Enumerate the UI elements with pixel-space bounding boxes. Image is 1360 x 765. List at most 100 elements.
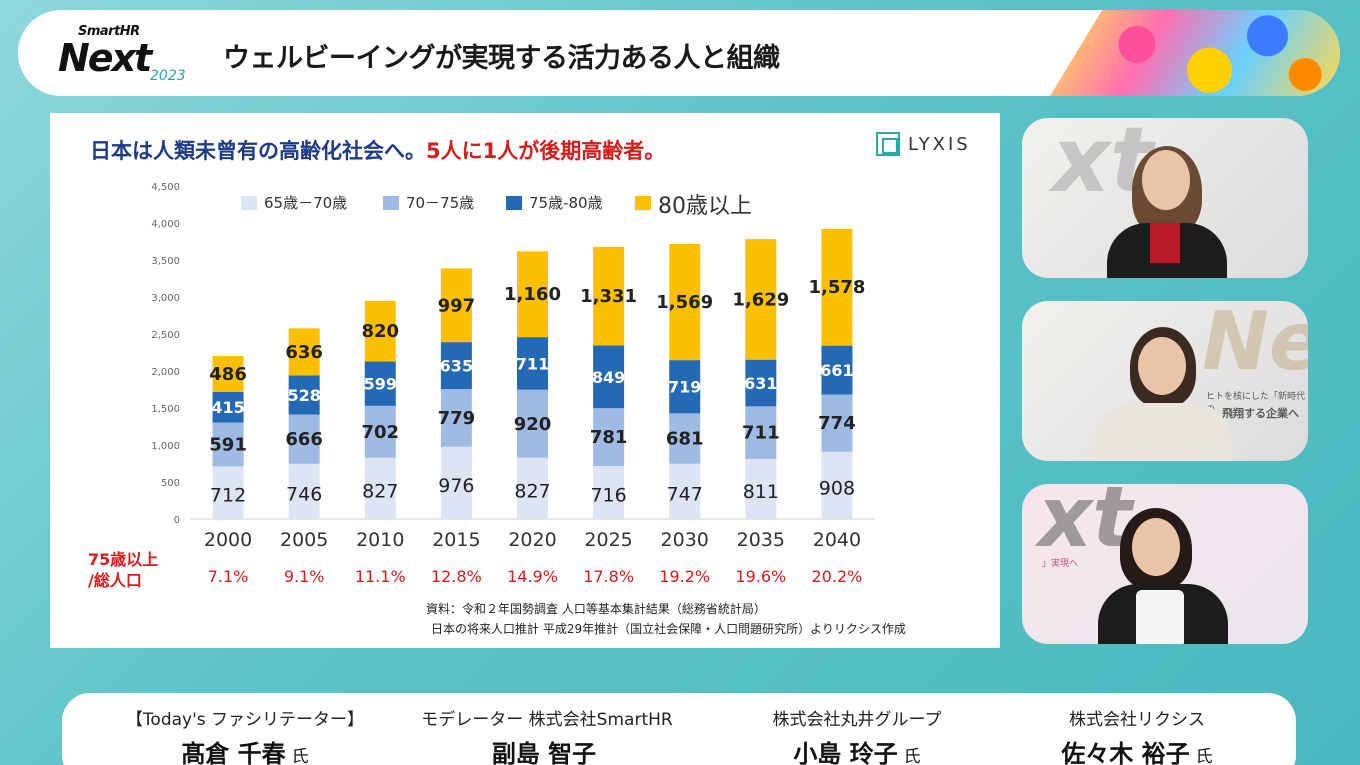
y-tick-label: 3,500 bbox=[151, 256, 180, 267]
ratio-value: 17.8% bbox=[583, 567, 634, 586]
y-tick-label: 2,000 bbox=[151, 367, 180, 378]
slide-title: 日本は人類未曾有の高齢化社会へ。5人に1人が後期高齢者。 bbox=[90, 135, 665, 165]
event-logo: SmartHR Next 2023 bbox=[58, 24, 198, 90]
bar-segment bbox=[745, 458, 777, 519]
ratio-value: 14.9% bbox=[507, 567, 558, 586]
bar-segment bbox=[593, 345, 625, 409]
bar-segment bbox=[440, 389, 472, 447]
data-label: 1,629 bbox=[732, 289, 789, 310]
legend-swatch bbox=[506, 196, 522, 210]
logo-word: Next bbox=[58, 36, 152, 80]
presentation-slide: 0 500 1,000 1,500 2,000 2,500 3,000 3,500 4,000 4… bbox=[50, 113, 1000, 648]
data-label: 666 bbox=[285, 429, 323, 450]
data-label: 976 bbox=[438, 475, 474, 497]
bar-segment bbox=[288, 414, 320, 464]
bar-segment bbox=[821, 228, 853, 346]
speaker-role: 株式会社リクシス bbox=[1069, 710, 1205, 730]
logo-brand: SmartHR bbox=[78, 24, 140, 39]
bar-segment bbox=[517, 337, 548, 390]
source-line-1: 資料：令和２年国勢調査 人口等基本集計結果（総務省統計局） bbox=[426, 602, 766, 616]
data-label: 1,331 bbox=[580, 286, 637, 307]
data-label: 591 bbox=[209, 434, 247, 455]
ratio-label-line1: 75歳以上 bbox=[88, 550, 159, 569]
speaker-card-4: 株式会社リクシス 佐々木 裕子氏 bbox=[1002, 705, 1272, 765]
header-bar: SmartHR Next 2023 ウェルビーイングが実現する活力ある人と組織 bbox=[18, 10, 1340, 96]
data-label: 636 bbox=[285, 342, 323, 363]
speaker-card-1: 【Today's ファシリテーター】 髙倉 千春氏 bbox=[90, 705, 400, 765]
data-label: 528 bbox=[287, 386, 320, 405]
slide-title-red: 5人に1人が後期高齢者。 bbox=[426, 139, 666, 163]
speaker-role: 株式会社丸井グループ bbox=[772, 710, 942, 730]
bar-segment bbox=[212, 422, 244, 467]
bar-segment bbox=[364, 300, 396, 362]
ratio-value: 11.1% bbox=[355, 567, 406, 586]
speaker-card-2: モデレーター 株式会社SmartHR 副島 智子 bbox=[402, 705, 692, 765]
source-line-2: 日本の将来人口推計 平成29年推計（国立社会保障・人口問題研究所）よりリクシス作… bbox=[431, 622, 906, 636]
x-tick-label: 2035 bbox=[737, 529, 785, 551]
bar-segment bbox=[288, 328, 320, 376]
logo-year: 2023 bbox=[150, 68, 186, 84]
data-label: 746 bbox=[286, 483, 322, 505]
bar-segment bbox=[593, 246, 625, 346]
bar-segment bbox=[288, 463, 320, 519]
ratio-label-line2: /総人口 bbox=[88, 571, 142, 590]
bar-segment bbox=[669, 463, 701, 519]
data-label: 681 bbox=[666, 429, 704, 450]
y-tick-label: 500 bbox=[161, 478, 180, 489]
bar-segment bbox=[821, 451, 853, 519]
y-tick-label: 4,500 bbox=[151, 182, 180, 193]
bar-segment bbox=[745, 239, 777, 360]
legend-swatch bbox=[635, 196, 651, 210]
bar-segment bbox=[669, 244, 701, 361]
data-label: 702 bbox=[361, 422, 399, 443]
x-tick-label: 2015 bbox=[432, 529, 480, 551]
data-label: 631 bbox=[744, 374, 777, 393]
x-tick-label: 2020 bbox=[508, 529, 556, 551]
ratio-value: 20.2% bbox=[812, 567, 863, 586]
bar-segment bbox=[440, 342, 472, 390]
ratio-value: 19.6% bbox=[735, 567, 786, 586]
data-label: 661 bbox=[820, 361, 853, 380]
x-tick-label: 2025 bbox=[584, 529, 632, 551]
bar-segment bbox=[364, 457, 396, 519]
bar-segment bbox=[288, 375, 320, 415]
data-label: 997 bbox=[438, 295, 476, 316]
speaker-card-3: 株式会社丸井グループ 小島 玲子氏 bbox=[722, 705, 992, 765]
bar-segment bbox=[745, 359, 777, 407]
video-feed-3: xt 」実現へ bbox=[1022, 484, 1308, 644]
lyxis-mark-icon bbox=[876, 132, 900, 156]
bar-segment bbox=[517, 251, 548, 338]
x-tick-label: 2010 bbox=[356, 529, 404, 551]
data-label: 719 bbox=[668, 378, 701, 397]
bar-segment bbox=[440, 446, 472, 519]
bar-segment bbox=[745, 406, 777, 459]
bar-segment bbox=[517, 457, 548, 519]
bar-segment bbox=[593, 408, 625, 467]
data-label: 711 bbox=[516, 354, 549, 373]
stage-backdrop: Ne bbox=[1202, 301, 1308, 388]
bar-segment bbox=[364, 361, 396, 406]
session-title: ウェルビーイングが実現する活力ある人と組織 bbox=[223, 43, 780, 74]
data-label: 747 bbox=[667, 483, 703, 505]
speaker-name: 小島 玲子氏 bbox=[793, 740, 921, 765]
data-label: 635 bbox=[440, 357, 473, 376]
legend-label: 75歳-80歳 bbox=[529, 194, 603, 212]
bar-segment bbox=[669, 360, 701, 414]
legend-label: 70－75歳 bbox=[406, 194, 474, 212]
bar-segment bbox=[821, 345, 853, 395]
data-label: 486 bbox=[209, 364, 247, 385]
ratio-value: 12.8% bbox=[431, 567, 482, 586]
video-feed-1: xt bbox=[1022, 118, 1308, 278]
backdrop-caption-3: 」実現へ bbox=[1042, 559, 1079, 569]
video-feed-2: Ne ヒトを核にした「新時代の 飛翔する企業へ bbox=[1022, 301, 1308, 461]
x-tick-label: 2040 bbox=[813, 529, 861, 551]
legend-swatch bbox=[383, 196, 399, 210]
data-label: 1,578 bbox=[808, 277, 865, 298]
stage-backdrop: xt bbox=[1038, 484, 1133, 566]
speaker-name: 髙倉 千春氏 bbox=[181, 740, 309, 765]
ratio-label: 75歳以上 /総人口 bbox=[88, 549, 158, 591]
data-label: 920 bbox=[514, 414, 552, 435]
bar-segment bbox=[212, 466, 244, 519]
bar-segment bbox=[517, 389, 548, 458]
data-label: 820 bbox=[361, 321, 399, 342]
